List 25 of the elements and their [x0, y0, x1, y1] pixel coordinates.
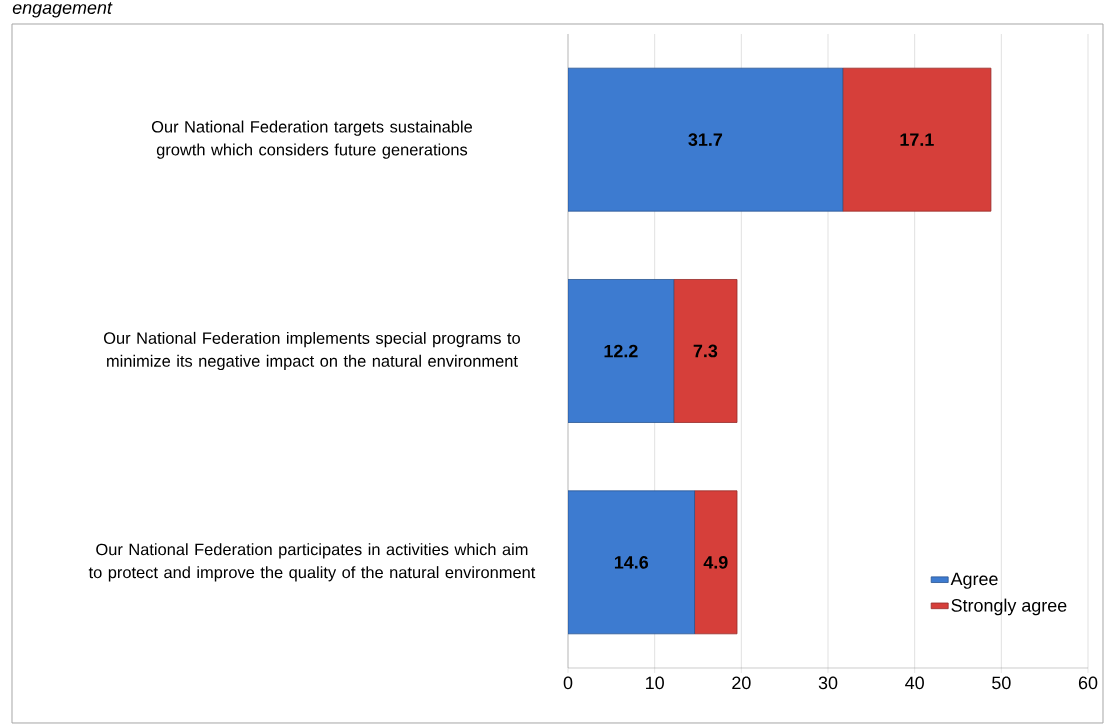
- bar: [568, 279, 675, 423]
- bar: [694, 490, 738, 635]
- y-tick-label: Our National Federation implements special programs to minimize its negative impact on the natural environment: [104, 331, 520, 371]
- bar: [568, 67, 844, 212]
- text: engagement: [12, 2, 113, 18]
- y-tick-label: Our National Federation targets sustainable growth which considers future generations: [151, 120, 473, 159]
- data-label: 14.6: [614, 555, 649, 569]
- data-label: 7.3: [693, 344, 718, 358]
- x-tick-label: 0: [563, 676, 573, 690]
- x-tick-label: 60: [1078, 676, 1098, 690]
- legend-label: Agree: [950, 572, 998, 589]
- x-tick-label: 40: [905, 676, 924, 690]
- x-tick-label: 20: [732, 676, 751, 690]
- bar: [842, 67, 992, 212]
- bar: [568, 490, 695, 635]
- x-tick-label: 50: [992, 676, 1011, 690]
- data-label: 17.1: [900, 133, 934, 146]
- data-label: 31.7: [688, 133, 723, 147]
- y-tick-label: Our National Federation participates in activities which aim to protect and improve the quality of the natural environment: [88, 543, 536, 582]
- data-label: 4.9: [703, 555, 728, 569]
- data-label: 12.2: [604, 344, 638, 358]
- x-tick-label: 30: [818, 676, 838, 690]
- bar: [673, 279, 738, 423]
- x-tick-label: 10: [646, 676, 664, 690]
- legend-label: Strongly agree: [951, 598, 1067, 616]
